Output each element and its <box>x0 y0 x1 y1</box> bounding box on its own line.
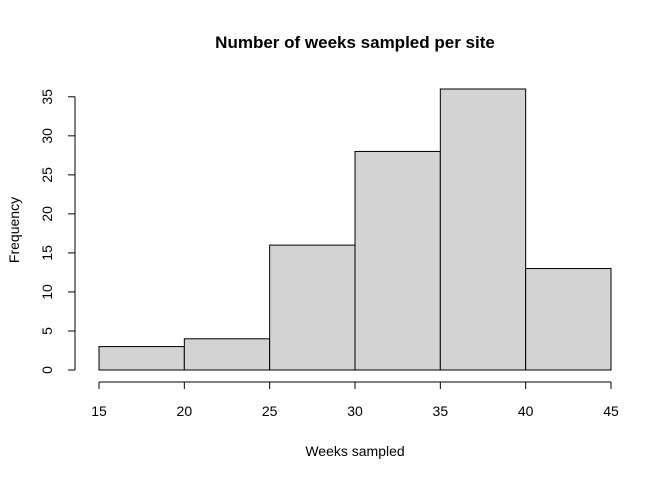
y-tick-label-7: 35 <box>39 89 55 105</box>
x-tick-label-4: 35 <box>433 403 449 419</box>
histogram-bar-3 <box>354 150 441 371</box>
y-tick-label-6: 30 <box>39 128 55 144</box>
x-axis-label: Weeks sampled <box>305 443 404 459</box>
chart-title: Number of weeks sampled per site <box>215 33 495 52</box>
x-tick-label-5: 40 <box>518 403 534 419</box>
x-axis: 15 20 25 30 35 40 45 <box>91 381 619 419</box>
x-tick-label-1: 20 <box>177 403 193 419</box>
histogram-bar-5 <box>525 268 612 371</box>
histogram-bar-0 <box>98 346 185 371</box>
x-tick-label-3: 30 <box>347 403 363 419</box>
x-tick-label-2: 25 <box>262 403 278 419</box>
y-tick-label-0: 0 <box>39 366 55 374</box>
y-tick-label-3: 15 <box>39 245 55 261</box>
histogram-bar-4 <box>439 88 527 371</box>
x-tick-label-0: 15 <box>91 403 107 419</box>
y-axis-label: Frequency <box>6 197 22 263</box>
histogram-bar-2 <box>269 244 356 371</box>
x-tick-label-6: 45 <box>603 403 619 419</box>
y-tick-label-1: 5 <box>39 327 55 335</box>
histogram-bar-1 <box>183 338 271 371</box>
y-tick-label-5: 25 <box>39 167 55 183</box>
y-tick-label-2: 10 <box>39 284 55 300</box>
y-tick-label-4: 20 <box>39 206 55 222</box>
y-axis: 0 5 10 15 20 25 30 35 <box>39 89 76 374</box>
bars-group <box>98 88 612 371</box>
